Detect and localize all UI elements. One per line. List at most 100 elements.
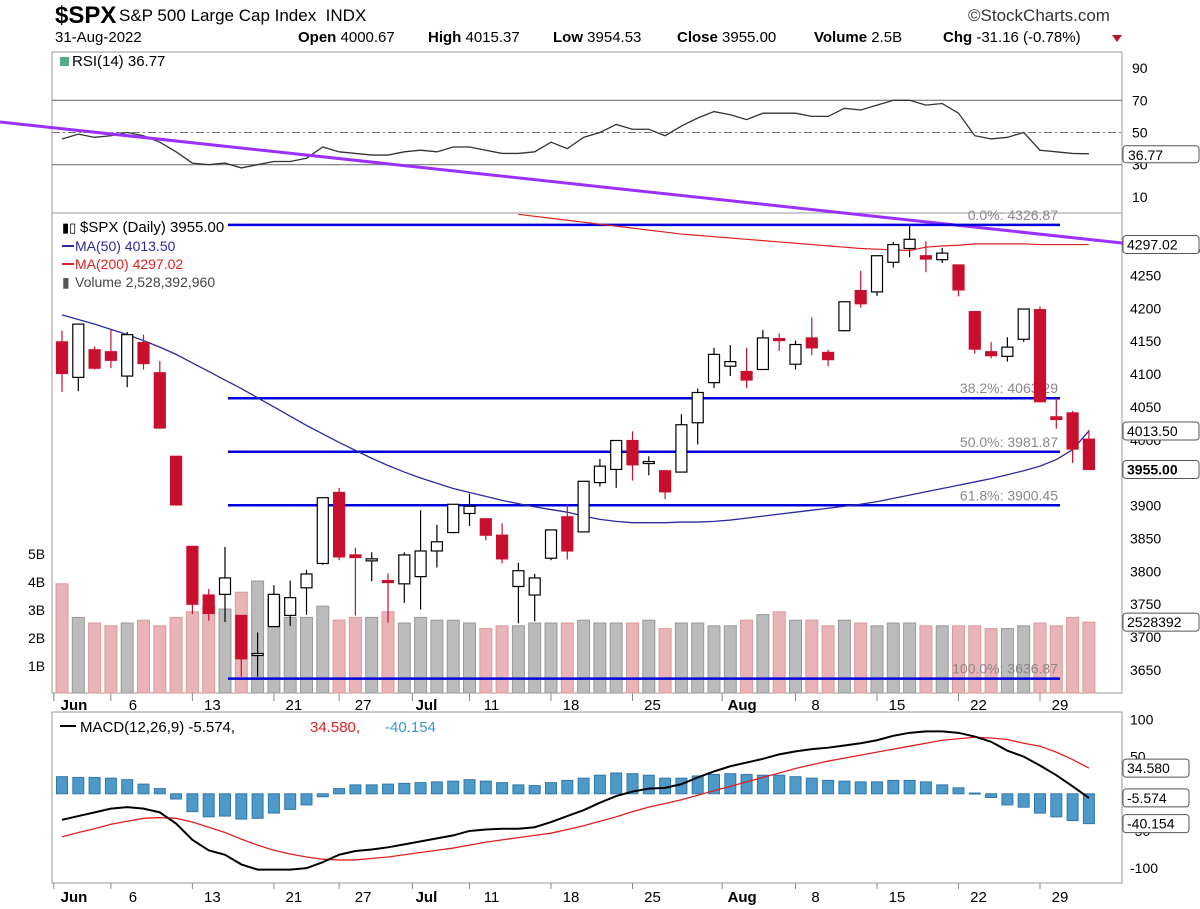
volume-bar [919,625,933,694]
fib-label: 100.0%: 3636.87 [952,661,1058,677]
index-title: S&P 500 Large Cap Index [119,6,317,25]
panel-frames [51,51,1123,889]
macd-hist-bar [170,793,183,800]
rsi-tick: 70 [1132,92,1148,108]
macd-hist-bar [724,773,737,795]
macd-hist-bar [1066,793,1079,822]
candle-body [707,353,721,384]
candle-body [968,311,981,350]
macd-frame [51,711,1123,884]
candle-body [756,337,770,371]
macd-last-box [1122,788,1190,808]
ma200-legend: MA(200) 4297.02 [75,256,183,272]
macd-hist-bar [952,787,965,795]
volume-bar [528,622,542,694]
volume-bar [511,625,525,694]
x-label-bottom: Jun [61,889,88,906]
down-arrow-icon [1112,35,1122,42]
x-label-bottom: 25 [644,889,661,906]
price-tick: 3700 [1130,629,1161,645]
rsi-last-box [1122,145,1200,164]
macd-hist-bar [871,781,883,795]
candle-body [284,597,297,617]
exchange: INDX [325,6,367,25]
candle-body [1001,346,1014,357]
ma50-line [61,314,1090,524]
candle-body [903,238,916,250]
volume-bar [707,625,721,694]
chart-header: $SPX S&P 500 Large Cap Index INDX ©Stock… [0,0,1200,52]
low-label: Low [553,29,583,46]
volume-bar [463,622,476,694]
candle-body [55,341,69,375]
candle-body [936,252,949,261]
candle-body [952,264,965,291]
rsi-legend-icon [60,57,69,66]
candle-body [235,614,248,660]
volume-bar [1017,625,1031,694]
open-label: Open [298,29,337,46]
candle-body [544,529,558,559]
volume-tick: 3B [28,602,45,618]
macd-hist-bar [561,779,574,795]
macd-legend: MACD(12,26,9) -5.574, [80,719,235,736]
signal-last-box [1122,758,1190,778]
candle-body [512,570,525,588]
macd-hist-bar [186,793,199,813]
volume-bar [316,605,330,694]
low-value: 3954.53 [587,29,642,46]
open-stat: Open 4000.67 [298,29,395,46]
x-label: 22 [970,697,987,714]
high-stat: High 4015.37 [428,29,520,46]
x-label: 18 [563,697,580,714]
x-label: 27 [355,697,372,714]
price-tick: 4050 [1130,399,1161,415]
macd-hist-bar [1017,793,1030,808]
candle-body [691,391,704,424]
candle-body [496,534,509,560]
macd-hist-bar [72,776,85,795]
volume-bar [544,622,558,694]
macd-hist-bar [463,779,476,795]
volume-bar [348,616,362,694]
ma200-last-box [1122,235,1200,255]
macd-panel: MACD(12,26,9) -5.574, 34.580, -40.154 10050… [56,711,1190,876]
volume-bar [495,625,509,694]
volume-bar [935,625,949,694]
macd-hist-bar [153,788,166,795]
close-label: Close [677,29,718,46]
volume-bar [740,619,754,694]
macd-hist-bar [610,772,623,795]
macd-hist-bar [545,782,557,795]
signal-line [61,736,1090,861]
close-last-value: 3955.00 [1127,461,1178,477]
x-label: 11 [484,697,500,714]
x-label-bottom: 21 [286,889,303,906]
candle-body [658,470,672,493]
rsi-tick: 90 [1132,60,1148,76]
volume-bar [381,611,395,694]
candle-body [88,349,101,369]
candle-body [1066,412,1079,450]
macd-last-value: -5.574 [1127,790,1167,806]
candle-body [349,554,362,559]
quote-date: 31-Aug-2022 [55,29,142,46]
macd-hist-bar [447,780,460,795]
macd-hist-bar [1050,793,1063,818]
x-label-bottom: 22 [970,889,987,906]
high-value: 4015.37 [465,29,520,46]
macd-hist-bar [626,773,639,795]
fib-label: 61.8%: 3900.45 [960,487,1058,503]
macd-hist-bar [56,776,68,795]
price-tick: 4200 [1130,300,1161,316]
x-label-bottom: Jul [416,889,438,906]
macd-hist-bar [365,784,378,795]
macd-hist-bar [642,774,655,795]
macd-hist-bar [104,777,117,795]
price-tick: 3750 [1130,596,1161,612]
x-label: 29 [1052,697,1069,714]
candle-body [170,455,183,506]
macd-hist-bar [479,780,492,795]
candle-body [773,337,786,342]
